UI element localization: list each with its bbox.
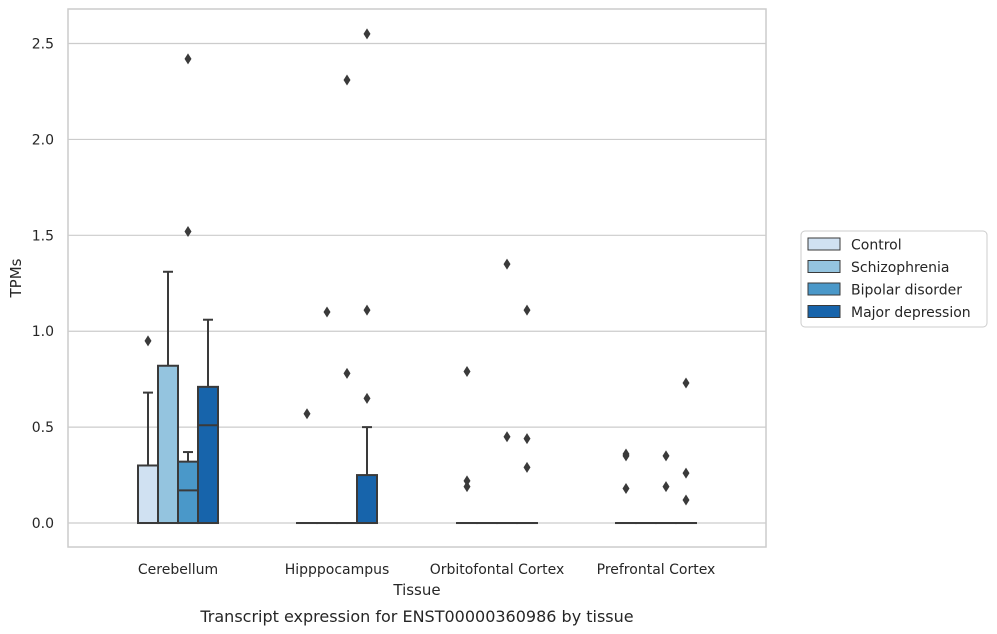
y-tick-label: 2.0 [32, 132, 54, 148]
outlier-point [323, 306, 331, 318]
outlier-point [184, 225, 192, 237]
plot-frame [67, 8, 767, 548]
outlier-point [184, 53, 192, 65]
box-plot-series [137, 28, 697, 525]
box-major-depression [516, 304, 538, 525]
legend-item: Bipolar disorder [807, 282, 962, 299]
outlier-point [363, 304, 371, 316]
y-tick-label: 0.0 [32, 516, 54, 532]
box-control [137, 335, 159, 525]
legend-label: Major depression [851, 305, 971, 321]
box-bipolar-disorder [655, 450, 677, 525]
legend-frame [800, 230, 988, 328]
outlier-point [363, 28, 371, 40]
x-axis-label: Tissue [392, 581, 440, 599]
box-bipolar-disorder [177, 53, 199, 525]
outlier-point [662, 481, 670, 493]
legend-item: Schizophrenia [807, 260, 949, 276]
box-bipolar-disorder [336, 74, 358, 525]
y-tick-label: 1.0 [32, 324, 54, 340]
outlier-point [363, 392, 371, 404]
box-body [197, 385, 219, 525]
box-major-depression [675, 377, 697, 525]
legend: Control Schizophrenia Bipolar disorder Majo… [800, 230, 988, 328]
outlier-point [343, 367, 351, 379]
box-control [296, 408, 318, 525]
x-tick-label: Hipppocampus [285, 562, 390, 578]
y-tick-label: 2.5 [32, 37, 54, 53]
outlier-point [503, 431, 511, 443]
x-tick-label: Cerebellum [138, 562, 218, 578]
outlier-point [144, 335, 152, 347]
box-control [456, 366, 478, 525]
outlier-point [503, 258, 511, 270]
chart-title: Transcript expression for ENST0000036098… [199, 607, 633, 626]
outlier-point [622, 450, 630, 462]
outlier-point [662, 450, 670, 462]
outlier-point [682, 494, 690, 506]
box-body [137, 464, 159, 525]
outlier-point [523, 433, 531, 445]
legend-swatch [807, 237, 841, 251]
legend-swatch [807, 305, 841, 318]
legend-item: Control [807, 237, 902, 254]
x-tick-label: Orbitofontal Cortex [430, 562, 565, 578]
box-body [177, 460, 199, 525]
x-tick-label: Prefrontal Cortex [597, 562, 716, 578]
legend-label: Control [851, 238, 902, 254]
y-axis-ticks: 0.0 0.5 1.0 1.5 2.0 2.5 [32, 37, 54, 533]
outlier-point [463, 481, 471, 493]
box-schizophrenia [157, 270, 179, 525]
legend-item: Major depression [807, 305, 971, 321]
outlier-point [303, 408, 311, 420]
x-axis-ticks: Cerebellum Hipppocampus Orbitofontal Corte… [138, 562, 715, 578]
outlier-point [622, 483, 630, 495]
box-bipolar-disorder [496, 258, 518, 525]
legend-label: Schizophrenia [851, 260, 949, 276]
legend-swatch [807, 260, 841, 273]
outlier-point [463, 366, 471, 378]
box-control [615, 448, 637, 525]
outlier-point [682, 467, 690, 479]
y-axis-label: TPMs [7, 258, 25, 298]
box-major-depression [356, 28, 378, 525]
y-tick-label: 1.5 [32, 228, 54, 244]
box-body [157, 364, 179, 525]
legend-swatch [807, 282, 841, 296]
outlier-point [523, 461, 531, 473]
outlier-point [463, 475, 471, 487]
y-tick-label: 0.5 [32, 420, 54, 436]
box-body [356, 474, 378, 525]
outlier-point [523, 304, 531, 316]
outlier-point [682, 377, 690, 389]
legend-label: Bipolar disorder [851, 283, 962, 299]
box-schizophrenia [316, 306, 338, 525]
box-major-depression [197, 318, 219, 525]
outlier-point [343, 74, 351, 86]
